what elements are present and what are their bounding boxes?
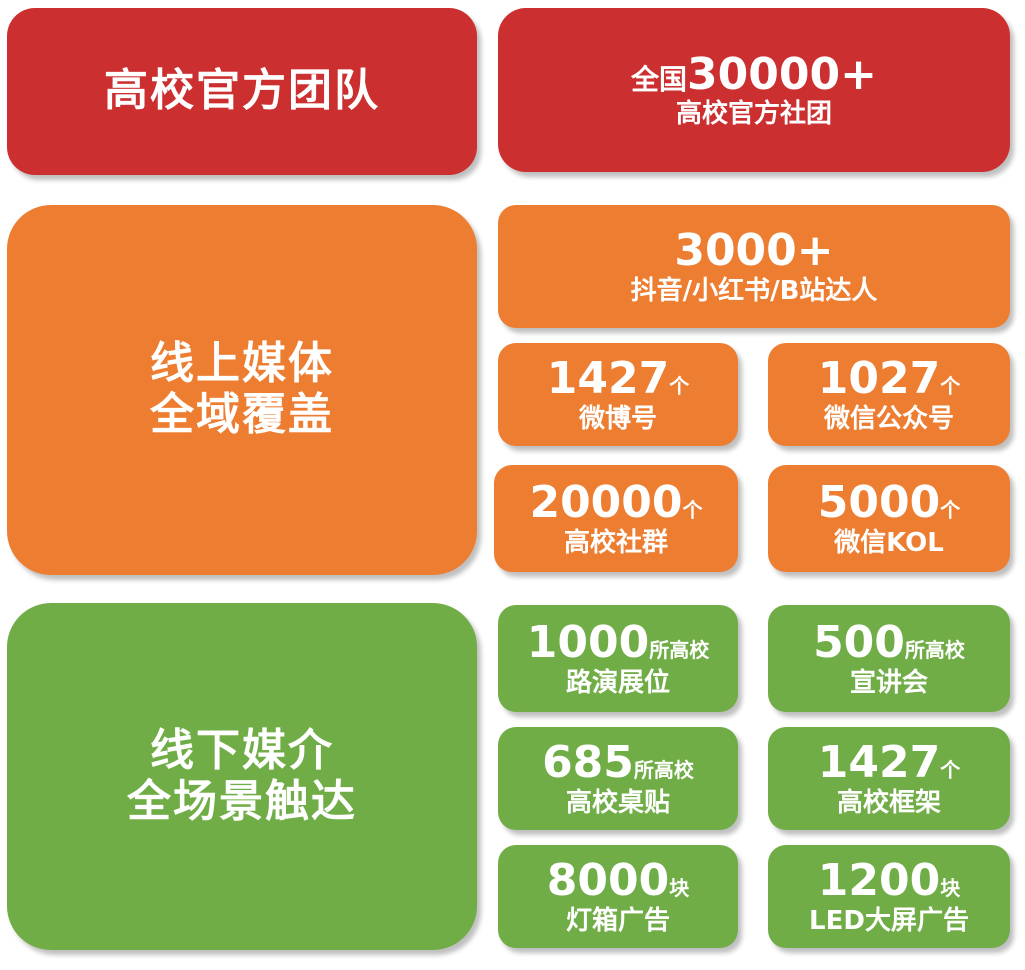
stat-unit: 所高校 <box>649 638 710 663</box>
stat-desc: 高校社群 <box>563 527 668 558</box>
stat-desc: 灯箱广告 <box>565 905 670 936</box>
offline-title-line1: 线下媒介 <box>150 724 334 776</box>
stat-number: 5000 <box>817 477 941 529</box>
offline-stat-card: 8000块 灯箱广告 <box>498 845 738 948</box>
stat-number: 1027 <box>817 353 941 405</box>
stat-number: 1427 <box>546 353 670 405</box>
online-featured-number: 3000+ <box>674 225 834 277</box>
offline-title-card: 线下媒介 全场景触达 <box>7 603 477 950</box>
team-title-card: 高校官方团队 <box>7 8 477 175</box>
stat-desc: 微信KOL <box>834 527 944 558</box>
online-stat-card: 1027个 微信公众号 <box>768 343 1010 446</box>
stat-desc: 高校桌贴 <box>565 787 670 818</box>
stat-unit: 个 <box>940 498 961 523</box>
team-desc: 高校官方社团 <box>675 99 832 130</box>
stat-unit: 个 <box>940 374 961 399</box>
online-title-line1: 线上媒体 <box>150 338 334 390</box>
offline-stat-card: 1000所高校 路演展位 <box>498 605 738 712</box>
stat-unit: 个 <box>940 758 961 783</box>
offline-stat-card: 1200块 LED大屏广告 <box>768 845 1010 948</box>
team-title: 高校官方团队 <box>104 65 380 117</box>
stat-desc: 宣讲会 <box>849 667 928 698</box>
offline-stat-card: 1427个 高校框架 <box>768 727 1010 830</box>
stat-desc: 高校框架 <box>836 787 941 818</box>
stat-desc: 路演展位 <box>565 667 670 698</box>
stat-unit: 个 <box>682 498 703 523</box>
online-stat-card: 20000个 高校社群 <box>494 465 738 572</box>
online-title-card: 线上媒体 全域覆盖 <box>7 205 477 575</box>
online-featured-card: 3000+ 抖音/小红书/B站达人 <box>498 205 1010 328</box>
online-stat-card: 1427个 微博号 <box>498 343 738 446</box>
team-prefix: 全国 <box>631 62 688 96</box>
online-featured-desc: 抖音/小红书/B站达人 <box>630 275 878 306</box>
stat-number: 1200 <box>817 855 941 907</box>
stat-number: 1427 <box>817 737 941 789</box>
stat-unit: 块 <box>669 876 690 901</box>
stat-unit: 所高校 <box>904 638 965 663</box>
stat-number: 1000 <box>526 617 650 669</box>
stat-number: 685 <box>542 737 634 789</box>
team-number: 30000+ <box>687 48 877 100</box>
stat-number: 500 <box>813 617 905 669</box>
offline-title-line2: 全场景触达 <box>127 775 357 827</box>
offline-stat-card: 500所高校 宣讲会 <box>768 605 1010 712</box>
stat-unit: 个 <box>669 374 690 399</box>
online-title-line2: 全域覆盖 <box>150 389 334 440</box>
stat-unit: 所高校 <box>633 758 694 783</box>
stat-desc: LED大屏广告 <box>809 905 969 936</box>
stat-number: 20000 <box>529 477 683 529</box>
online-stat-card: 5000个 微信KOL <box>768 465 1010 572</box>
stat-desc: 微信公众号 <box>823 403 954 434</box>
stat-number: 8000 <box>546 855 670 907</box>
team-stat-card: 全国30000+ 高校官方社团 <box>498 8 1010 172</box>
stat-unit: 块 <box>940 876 961 901</box>
offline-stat-card: 685所高校 高校桌贴 <box>498 727 738 830</box>
stat-desc: 微博号 <box>578 403 657 434</box>
